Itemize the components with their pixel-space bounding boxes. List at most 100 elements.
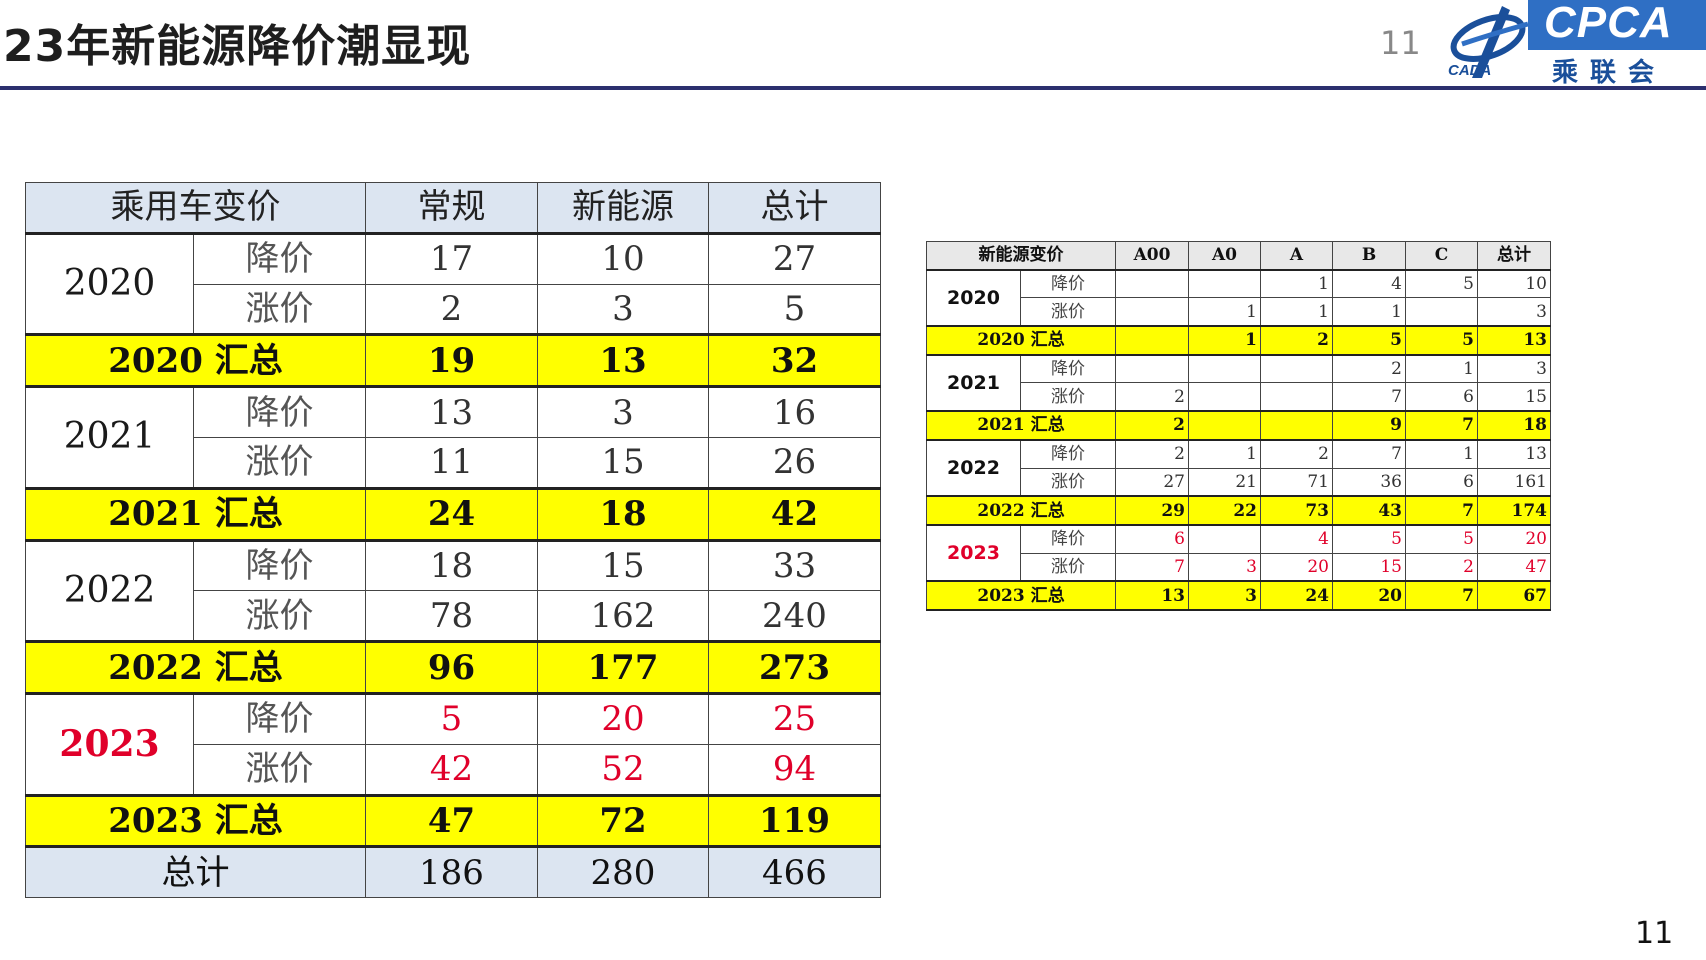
header-cell: 总计 [708, 182, 881, 235]
summary-row: 2021 汇总 2 9 7 18 [926, 410, 1551, 441]
value-cell: 5 [365, 692, 538, 745]
total-value-cell: 186 [365, 845, 538, 899]
summary-value-cell: 2 [1260, 325, 1333, 356]
value-cell: 1 [1260, 269, 1333, 299]
change-type-cell: 降价 [1020, 524, 1116, 554]
change-type-cell: 降价 [1020, 269, 1116, 299]
summary-value-cell: 42 [708, 486, 881, 542]
value-cell: 3 [1477, 354, 1551, 384]
year-cell: 2020 [926, 269, 1021, 327]
value-cell: 20 [1260, 552, 1333, 582]
value-cell: 25 [708, 692, 881, 745]
summary-value-cell: 32 [708, 333, 881, 389]
summary-value-cell: 29 [1115, 495, 1189, 526]
value-cell: 52 [537, 743, 709, 796]
table-row: 2023 降价 5 20 25 [25, 692, 881, 796]
value-cell: 6 [1115, 524, 1189, 554]
summary-value-cell: 18 [1477, 410, 1551, 441]
value-cell: 2 [1405, 552, 1478, 582]
slide-title: 23年新能源降价潮显现 [3, 21, 472, 72]
change-type-cell: 降价 [193, 539, 366, 592]
summary-value-cell: 96 [365, 640, 538, 695]
value-cell [1260, 382, 1333, 412]
table-row: 涨价 78 162 240 [26, 590, 881, 643]
summary-value-cell: 20 [1332, 580, 1406, 611]
summary-value-cell: 47 [365, 793, 538, 849]
summary-row: 2022 汇总 96 177 273 [25, 640, 881, 695]
cada-emblem-icon [1450, 6, 1529, 78]
value-cell [1260, 354, 1333, 384]
summary-value-cell [1260, 410, 1333, 441]
summary-value-cell: 19 [365, 333, 538, 389]
nev-price-change-table: 新能源变价 A00 A0 A B C 总计 2020 降价 1 4 5 10 涨价 1 1 1 3 2020 汇总 1… [926, 240, 1551, 611]
year-cell: 2023 [926, 524, 1021, 582]
passenger-car-price-change-table: 乘用车变价 常规 新能源 总计 2020 降价 17 10 27 涨价 2 3 5 2020 汇总 19 13… [25, 182, 881, 899]
summary-value-cell: 7 [1405, 580, 1478, 611]
value-cell: 6 [1405, 467, 1478, 497]
value-cell: 3 [537, 386, 709, 438]
value-cell: 42 [365, 743, 538, 796]
value-cell: 1 [1405, 439, 1478, 469]
summary-value-cell: 3 [1188, 580, 1261, 611]
value-cell [1188, 354, 1261, 384]
year-cell: 2020 [25, 232, 194, 336]
summary-value-cell: 5 [1332, 325, 1406, 356]
table-row: 涨价 2 3 5 [26, 283, 881, 336]
summary-value-cell: 43 [1332, 495, 1406, 526]
value-cell: 1 [1332, 297, 1406, 327]
change-type-cell: 降价 [1020, 439, 1116, 469]
value-cell: 94 [708, 743, 881, 796]
summary-value-cell: 7 [1405, 495, 1478, 526]
value-cell: 47 [1477, 552, 1551, 582]
value-cell: 13 [1477, 439, 1551, 469]
value-cell: 5 [1405, 524, 1478, 554]
value-cell [1188, 382, 1261, 412]
header-cell: 新能源 [537, 182, 709, 235]
table-row: 涨价 11 15 26 [26, 436, 881, 489]
change-type-cell: 涨价 [193, 743, 366, 796]
value-cell: 240 [708, 590, 881, 643]
header-cell: A0 [1188, 240, 1261, 271]
change-type-cell: 涨价 [1020, 467, 1116, 497]
table-row: 2023 降价 6 4 5 5 20 [926, 524, 1551, 582]
summary-label-cell: 2023 汇总 [926, 580, 1116, 611]
summary-value-cell: 24 [365, 486, 538, 542]
summary-label-cell: 2022 汇总 [25, 640, 366, 695]
value-cell: 2 [365, 283, 538, 336]
value-cell: 7 [1332, 439, 1406, 469]
summary-row: 2020 汇总 1 2 5 5 13 [926, 325, 1551, 356]
table-row: 2022 降价 18 15 33 [25, 539, 881, 643]
logo-blue-box [1528, 0, 1706, 50]
value-cell [1188, 524, 1261, 554]
value-cell: 33 [708, 539, 881, 592]
table-row: 涨价 2 7 6 15 [927, 382, 1551, 412]
cada-text: CADA [1448, 62, 1492, 79]
summary-row: 2021 汇总 24 18 42 [25, 486, 881, 542]
total-value-cell: 466 [708, 845, 881, 899]
summary-label-cell: 2022 汇总 [926, 495, 1116, 526]
change-type-cell: 降价 [193, 386, 366, 438]
value-cell: 2 [1115, 439, 1189, 469]
year-cell: 2022 [25, 539, 194, 643]
summary-value-cell [1188, 410, 1261, 441]
change-type-cell: 涨价 [1020, 297, 1116, 327]
summary-value-cell: 9 [1332, 410, 1406, 441]
value-cell: 26 [708, 436, 881, 489]
value-cell: 7 [1332, 382, 1406, 412]
value-cell: 71 [1260, 467, 1333, 497]
table-header-row: 新能源变价 A00 A0 A B C 总计 [926, 240, 1551, 271]
table-header-row: 乘用车变价 常规 新能源 总计 [25, 182, 881, 235]
value-cell: 2 [1260, 439, 1333, 469]
page-number-bottom: 11 [1635, 916, 1674, 951]
summary-value-cell: 13 [1115, 580, 1189, 611]
table-row: 涨价 7 3 20 15 2 47 [927, 552, 1551, 582]
value-cell: 1 [1405, 354, 1478, 384]
header-cell: A [1260, 240, 1333, 271]
summary-value-cell: 13 [1477, 325, 1551, 356]
value-cell: 5 [1332, 524, 1406, 554]
summary-value-cell: 67 [1477, 580, 1551, 611]
change-type-cell: 涨价 [1020, 552, 1116, 582]
summary-label-cell: 2023 汇总 [25, 793, 366, 849]
summary-value-cell: 1 [1188, 325, 1261, 356]
value-cell: 5 [1405, 269, 1478, 299]
